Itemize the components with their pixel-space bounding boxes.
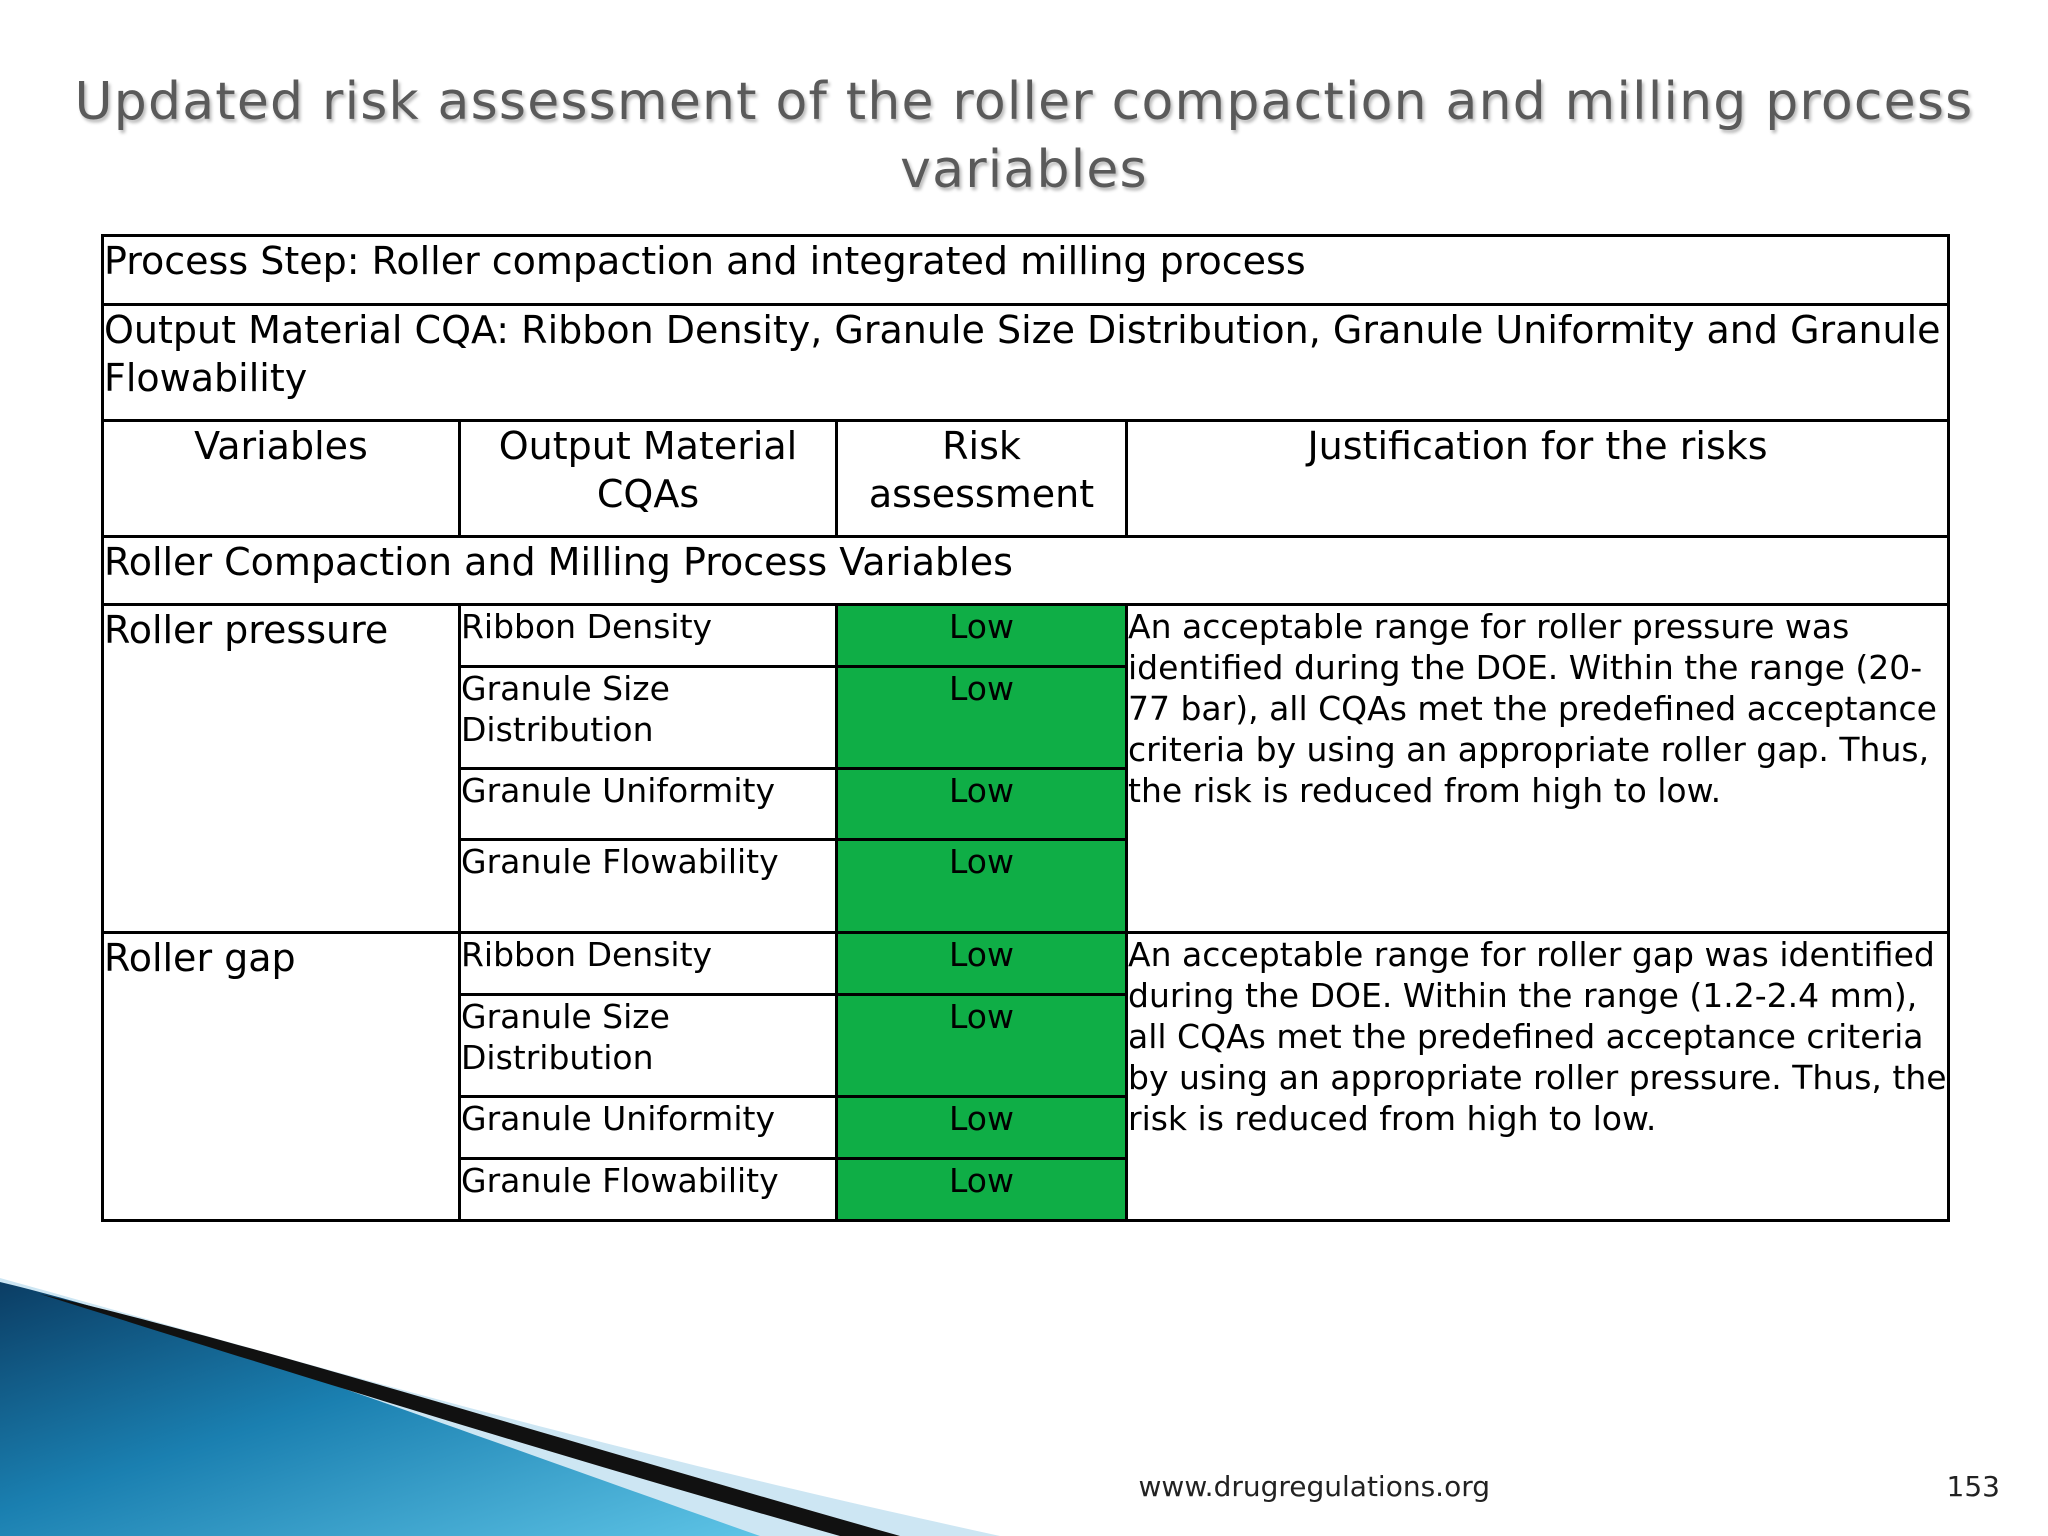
header-output-cqas: Output Material CQAs bbox=[458, 419, 838, 538]
risk-assessment-table: Process Step: Roller compaction and inte… bbox=[100, 234, 1951, 1222]
header-variables: Variables bbox=[101, 419, 461, 538]
section-row: Roller Compaction and Milling Process Va… bbox=[100, 535, 1951, 606]
header-justification: Justification for the risks bbox=[1124, 419, 1951, 538]
table-row: Granule Size Distribution Low bbox=[103, 665, 1949, 770]
cqa-cell: Granule Size Distribution bbox=[458, 665, 838, 770]
risk-cell: Low bbox=[835, 993, 1128, 1098]
variable-roller-gap: Roller gap bbox=[101, 931, 461, 1222]
variable-roller-pressure: Roller pressure bbox=[101, 603, 461, 934]
swoosh-dark-stripe bbox=[40, 1294, 900, 1536]
section-label: Roller Compaction and Milling Process Va… bbox=[100, 535, 1951, 606]
risk-cell: Low bbox=[835, 767, 1128, 841]
table-row: Roller gap Ribbon Density Low An accepta… bbox=[101, 931, 1951, 1222]
cqa-cell: Granule Flowability bbox=[458, 838, 838, 934]
table-row: Granule Uniformity Low bbox=[103, 1095, 1949, 1160]
justification-roller-pressure: An acceptable range for roller pressure … bbox=[1124, 603, 1951, 934]
justification-roller-gap: An acceptable range for roller gap was i… bbox=[1124, 931, 1951, 1222]
table-row: Granule Uniformity Low bbox=[103, 767, 1949, 841]
table-row: Granule Size Distribution Low bbox=[103, 993, 1949, 1098]
header-risk-assessment: Risk assessment bbox=[835, 419, 1128, 538]
swoosh-blue-band bbox=[0, 1282, 760, 1536]
cqa-cell: Ribbon Density bbox=[458, 931, 838, 996]
footer-url: www.drugregulations.org bbox=[1138, 1470, 1490, 1503]
slide-title: Updated risk assessment of the roller co… bbox=[74, 72, 1974, 200]
table-row: Granule Flowability Low bbox=[103, 1157, 1949, 1222]
cqa-cell: Granule Size Distribution bbox=[458, 993, 838, 1098]
risk-cell: Low bbox=[835, 838, 1128, 934]
cqa-cell: Granule Uniformity bbox=[458, 1095, 838, 1160]
risk-cell: Low bbox=[835, 1157, 1128, 1222]
cqa-cell: Granule Uniformity bbox=[458, 767, 838, 841]
risk-cell: Low bbox=[835, 931, 1128, 996]
output-cqa-cell: Output Material CQA: Ribbon Density, Gra… bbox=[100, 303, 1951, 422]
table-row: Granule Flowability Low bbox=[103, 838, 1949, 934]
process-step-cell: Process Step: Roller compaction and inte… bbox=[100, 234, 1951, 306]
risk-cell: Low bbox=[835, 603, 1128, 668]
cqa-cell: Granule Flowability bbox=[458, 1157, 838, 1222]
table-row: Roller pressure Ribbon Density Low An ac… bbox=[101, 603, 1951, 934]
corner-swoosh-decoration bbox=[0, 1278, 1000, 1536]
output-cqa-row: Output Material CQA: Ribbon Density, Gra… bbox=[100, 303, 1951, 422]
risk-cell: Low bbox=[835, 1095, 1128, 1160]
page-number: 153 bbox=[1946, 1470, 2000, 1503]
cqa-cell: Ribbon Density bbox=[458, 603, 838, 668]
risk-cell: Low bbox=[835, 665, 1128, 770]
header-row: Variables Output Material CQAs Risk asse… bbox=[101, 419, 1951, 538]
process-step-row: Process Step: Roller compaction and inte… bbox=[100, 234, 1951, 306]
